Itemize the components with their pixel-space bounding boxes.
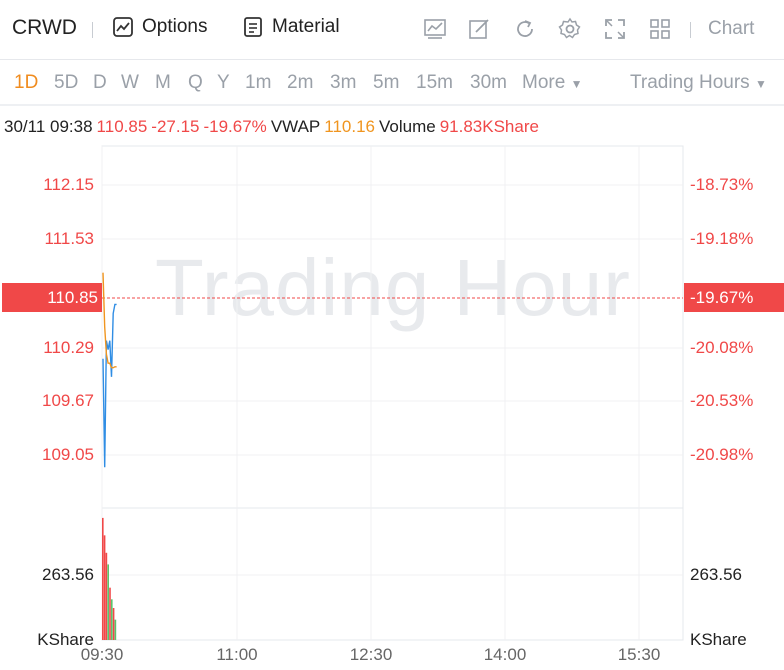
volume-unit-label: KShare <box>690 630 747 649</box>
grid-layout-icon[interactable] <box>648 17 672 41</box>
volume-bar <box>112 608 115 640</box>
chevron-down-icon: ▼ <box>570 77 583 91</box>
vwap-label: VWAP <box>270 117 321 136</box>
series-line-price <box>102 303 117 468</box>
period-tab-m[interactable]: M <box>155 72 171 93</box>
time-axis-label: 12:30 <box>349 645 393 664</box>
more-periods-dropdown[interactable]: More ▼ <box>522 72 582 94</box>
volume-axis-label: 263.56 <box>690 565 742 584</box>
price-axis-label: 109.67 <box>42 391 94 410</box>
quote-change: -27.15 <box>151 117 200 136</box>
options-chart-icon <box>113 17 133 37</box>
options-button[interactable]: Options <box>112 16 207 38</box>
options-label: Options <box>142 16 208 37</box>
quote-info-bar: 30/11 09:38 110.85 -27.15 -19.67% VWAP 110.16… <box>4 117 543 137</box>
period-tab-5d[interactable]: 5D <box>54 72 79 93</box>
more-label: More <box>522 72 566 93</box>
period-tab-q[interactable]: Q <box>188 72 203 93</box>
time-axis-label: 14:00 <box>483 645 527 664</box>
ticker-symbol: CRWD <box>12 16 77 39</box>
pct-axis-label: -20.98% <box>690 445 754 464</box>
price-axis-label: 111.53 <box>44 229 94 248</box>
period-tab-15m[interactable]: 15m <box>416 72 453 93</box>
plot-frame <box>101 145 684 641</box>
time-axis-label: 15:30 <box>617 645 661 664</box>
trading-hours-dropdown[interactable]: Trading Hours ▼ <box>630 72 767 94</box>
pct-axis-label: -20.53% <box>690 391 754 410</box>
period-tab-w[interactable]: W <box>121 72 139 93</box>
toolbar-divider <box>92 22 93 38</box>
volume-axis-label: 263.56 <box>42 565 94 584</box>
period-selector: 1D 5D D W M Q Y 1m 2m 3m 5m 15m 30m More ▼ Trading H… <box>0 60 784 106</box>
period-tab-1m[interactable]: 1m <box>245 72 272 93</box>
period-tab-5m[interactable]: 5m <box>373 72 400 93</box>
price-axis-label: 110.29 <box>43 338 94 357</box>
fullscreen-icon[interactable] <box>603 17 627 41</box>
period-tab-2m[interactable]: 2m <box>287 72 314 93</box>
document-icon <box>244 17 262 37</box>
current-price-tag: 110.85 <box>2 283 102 312</box>
trading-hours-label: Trading Hours <box>630 72 750 93</box>
material-button[interactable]: Material <box>242 16 340 38</box>
time-axis-label: 11:00 <box>216 645 258 664</box>
indicator-icon[interactable] <box>423 17 447 41</box>
pct-axis-label: -20.08% <box>690 338 754 357</box>
current-pct-tag: -19.67% <box>684 283 784 312</box>
chart-type-dropdown[interactable]: Chart <box>708 18 755 39</box>
volume-bar <box>103 535 106 640</box>
pct-axis-label: -19.18% <box>690 229 754 248</box>
time-axis-label: 09:30 <box>80 645 124 664</box>
period-tab-y[interactable]: Y <box>217 72 230 93</box>
toolbar-divider <box>690 22 691 38</box>
material-label: Material <box>272 16 340 37</box>
period-tab-1d[interactable]: 1D <box>14 72 39 93</box>
period-tab-3m[interactable]: 3m <box>330 72 357 93</box>
period-tab-30m[interactable]: 30m <box>470 72 507 93</box>
period-tab-d[interactable]: D <box>93 72 107 93</box>
settings-gear-icon[interactable] <box>558 17 582 41</box>
quote-price: 110.85 <box>96 117 148 136</box>
quote-change-pct: -19.67% <box>203 117 267 136</box>
quote-datetime: 30/11 09:38 <box>4 117 93 136</box>
volume-bar <box>102 517 104 640</box>
volume-label: Volume <box>378 117 436 136</box>
price-axis-label: 109.05 <box>42 445 94 464</box>
volume-unit-label: KShare <box>37 630 94 649</box>
volume-bar <box>114 619 117 640</box>
trading-hour-watermark: Trading Hour <box>155 243 631 332</box>
pct-axis-label: -18.73% <box>690 175 754 194</box>
volume-value: 91.83KShare <box>439 117 539 136</box>
price-axis-label: 112.15 <box>43 175 94 194</box>
draw-pencil-icon[interactable] <box>467 17 491 41</box>
series-line-vwap <box>102 272 117 369</box>
volume-bar <box>111 599 113 640</box>
chevron-down-icon: ▼ <box>754 77 767 91</box>
refresh-icon[interactable] <box>513 17 537 41</box>
top-toolbar: CRWD Options Material Chart <box>0 0 784 60</box>
volume-bar <box>107 564 109 640</box>
volume-bar <box>109 587 111 640</box>
vwap-value: 110.16 <box>324 117 375 136</box>
volume-bar <box>105 552 108 640</box>
